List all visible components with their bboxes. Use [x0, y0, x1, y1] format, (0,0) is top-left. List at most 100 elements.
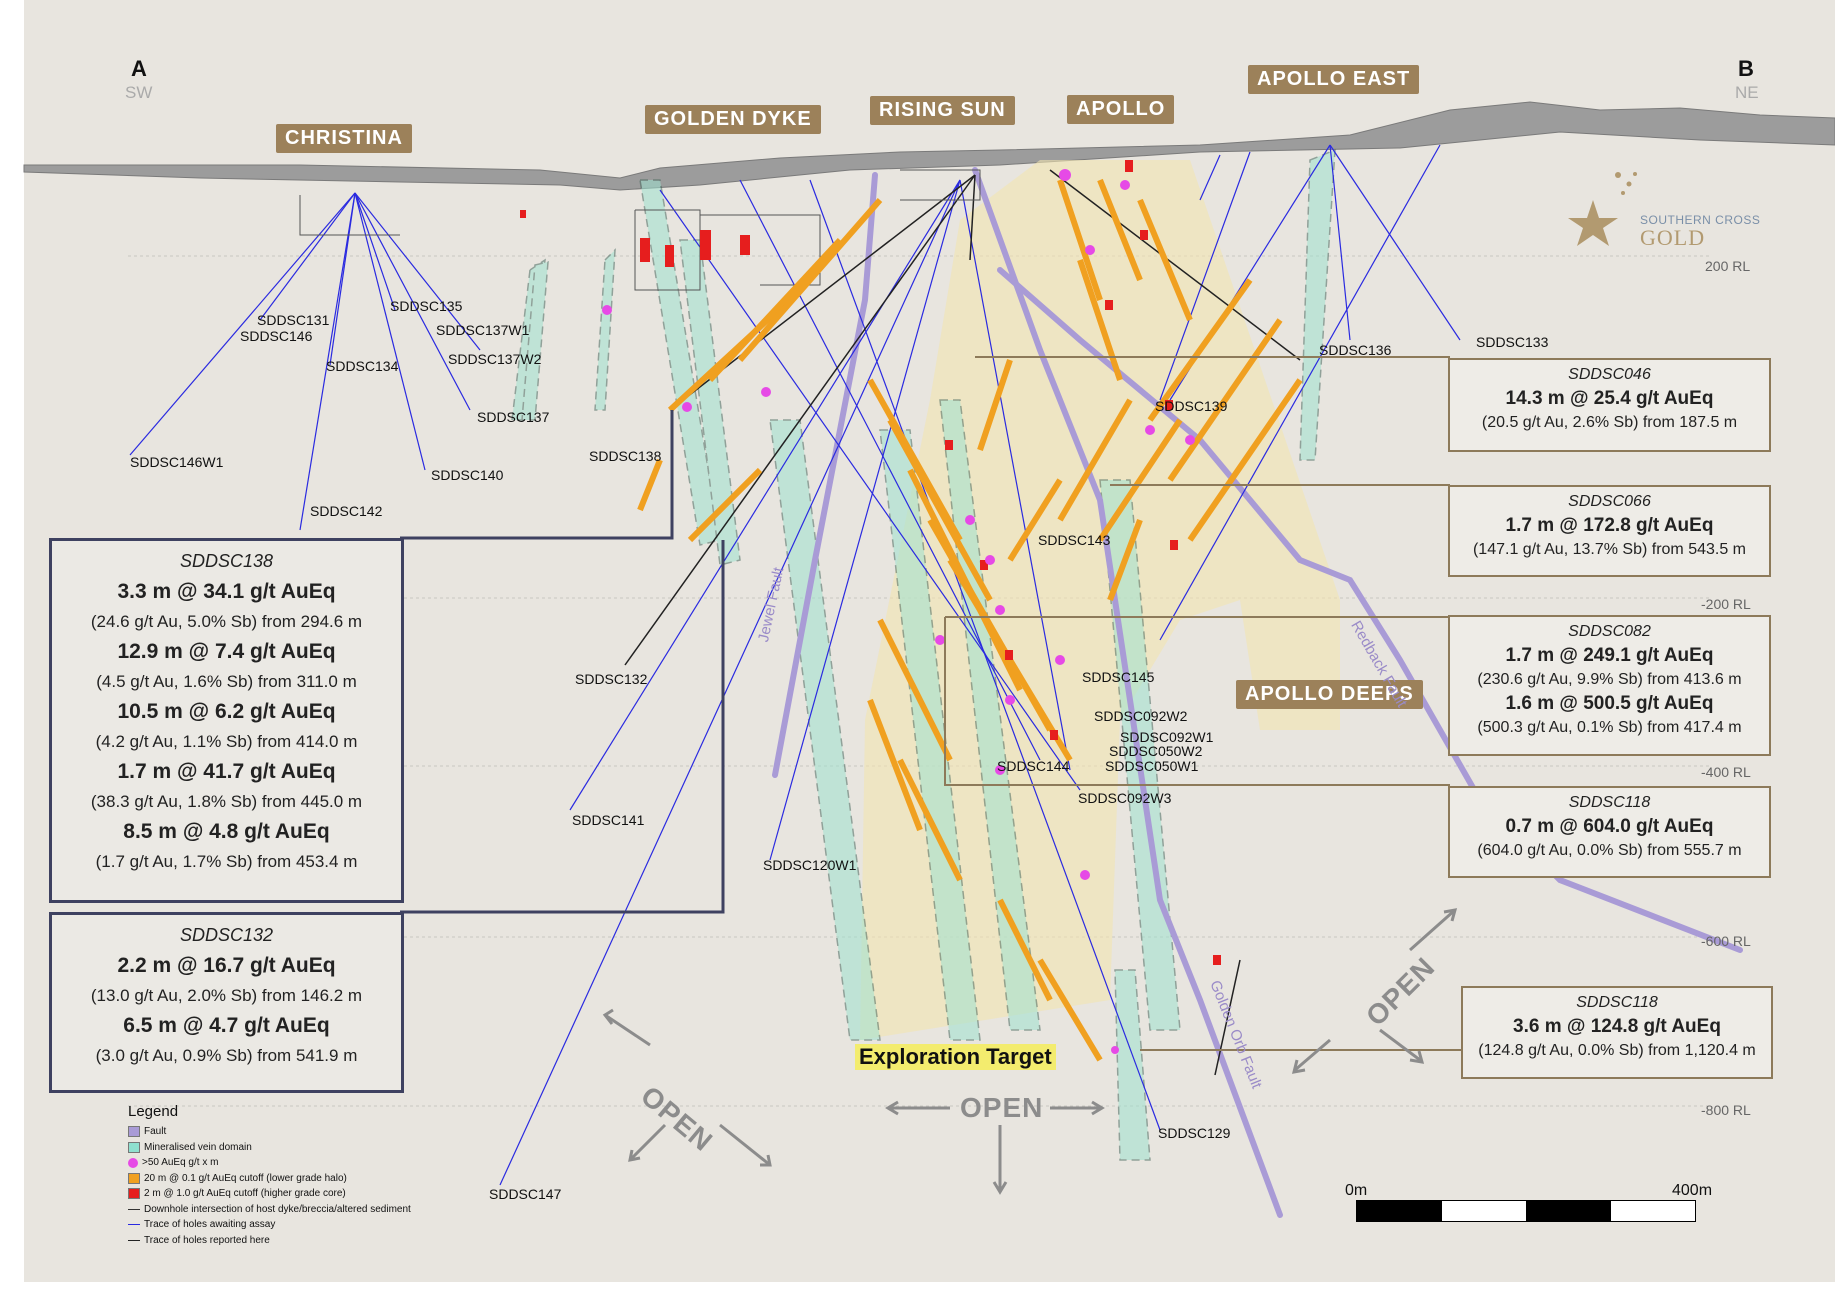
- hole-label: SDDSC136: [1319, 342, 1392, 358]
- rl-label-minus800: -800 RL: [1701, 1102, 1751, 1118]
- callout-leaders: [944, 356, 1463, 1051]
- callout-sddsc118-a: SDDSC118 0.7 m @ 604.0 g/t AuEq (604.0 g…: [1448, 786, 1771, 878]
- callout-sddsc138: SDDSC138 3.3 m @ 34.1 g/t AuEq (24.6 g/t…: [49, 538, 404, 903]
- legend-swatch: [128, 1172, 140, 1184]
- core-intersections: [520, 160, 1221, 965]
- hole-label: SDDSC139: [1155, 398, 1228, 414]
- legend-swatch: [128, 1141, 140, 1153]
- hole-label: SDDSC129: [1158, 1125, 1231, 1141]
- rl-label-minus200: -200 RL: [1701, 596, 1751, 612]
- surface-topography: [23, 101, 1835, 191]
- callout-detail: (124.8 g/t Au, 0.0% Sb) from 1,120.4 m: [1478, 1042, 1756, 1059]
- callout-hole-id: SDDSC138: [179, 551, 274, 571]
- hole-label: SDDSC137: [477, 409, 550, 425]
- callout-detail: (1.7 g/t Au, 1.7% Sb) from 453.4 m: [95, 852, 358, 871]
- callout-sddsc066: SDDSC066 1.7 m @ 172.8 g/t AuEq (147.1 g…: [1448, 485, 1771, 577]
- rl-label-200: 200 RL: [1705, 258, 1751, 274]
- halo-intersections: [637, 178, 1303, 1062]
- prospect-rising-sun: RISING SUN: [870, 96, 1015, 125]
- legend-item: >50 AuEq g/t x m: [128, 1155, 411, 1171]
- callout-hole-id: SDDSC118: [1576, 994, 1658, 1011]
- section-end-b: B: [1738, 56, 1754, 81]
- legend-label: 2 m @ 1.0 g/t AuEq cutoff (higher grade …: [144, 1188, 346, 1200]
- callout-hole-id: SDDSC132: [179, 925, 274, 945]
- prospect-apollo-deeps: APOLLO DEEPS: [1236, 680, 1423, 709]
- open-arrows: [602, 908, 1458, 1195]
- hole-label: SDDSC050W1: [1105, 758, 1199, 774]
- callout-detail: (4.2 g/t Au, 1.1% Sb) from 414.0 m: [95, 732, 358, 751]
- callout-detail: (147.1 g/t Au, 13.7% Sb) from 543.5 m: [1472, 541, 1747, 558]
- callout-result: 12.9 m @ 7.4 g/t AuEq: [117, 640, 336, 663]
- legend-label: 20 m @ 0.1 g/t AuEq cutoff (lower grade …: [144, 1172, 347, 1184]
- workings-outline: [299, 169, 981, 291]
- exploration-target-label: Exploration Target: [855, 1044, 1056, 1070]
- legend-label: Mineralised vein domain: [144, 1141, 252, 1153]
- hole-label: SDDSC137W1: [436, 322, 530, 338]
- scale-end-label: 400m: [1672, 1182, 1713, 1199]
- legend-item: Trace of holes reported here: [128, 1233, 411, 1249]
- hole-label: SDDSC141: [572, 812, 645, 828]
- hole-label: SDDSC092W1: [1120, 729, 1214, 745]
- callout-detail: (230.6 g/t Au, 9.9% Sb) from 413.6 m: [1477, 671, 1742, 688]
- callout-result: 8.5 m @ 4.8 g/t AuEq: [123, 820, 330, 843]
- callout-detail: (604.0 g/t Au, 0.0% Sb) from 555.7 m: [1477, 842, 1742, 859]
- hole-label: SDDSC137W2: [448, 351, 542, 367]
- hole-label: SDDSC145: [1082, 669, 1155, 685]
- callout-result: 14.3 m @ 25.4 g/t AuEq: [1505, 388, 1714, 409]
- legend-item: Fault: [128, 1124, 411, 1140]
- hole-label: SDDSC138: [589, 448, 662, 464]
- callout-detail: (4.5 g/t Au, 1.6% Sb) from 311.0 m: [96, 672, 357, 691]
- callout-hole-id: SDDSC066: [1568, 493, 1651, 510]
- open-label-bottom: OPEN: [960, 1092, 1044, 1123]
- hole-traces-assay: [129, 144, 1461, 1186]
- hole-label: SDDSC120W1: [763, 857, 857, 873]
- callout-detail: (38.3 g/t Au, 1.8% Sb) from 445.0 m: [90, 792, 363, 811]
- logo-text-line2: GOLD: [1640, 225, 1706, 250]
- legend: Legend Fault Mineralised vein domain >50 A…: [128, 1103, 411, 1248]
- callout-result: 3.3 m @ 34.1 g/t AuEq: [117, 580, 336, 603]
- callout-detail: (3.0 g/t Au, 0.9% Sb) from 541.9 m: [95, 1046, 358, 1065]
- legend-label: Trace of holes reported here: [144, 1234, 270, 1246]
- callout-hole-id: SDDSC082: [1568, 623, 1651, 640]
- callout-sddsc046: SDDSC046 14.3 m @ 25.4 g/t AuEq (20.5 g/…: [1448, 358, 1771, 452]
- hole-label: SDDSC050W2: [1109, 743, 1203, 759]
- callout-hole-id: SDDSC118: [1568, 794, 1651, 811]
- section-end-a: A: [131, 56, 147, 81]
- callout-detail: (500.3 g/t Au, 0.1% Sb) from 417.4 m: [1477, 719, 1742, 736]
- legend-swatch: [128, 1157, 138, 1168]
- callout-sddsc082: SDDSC082 1.7 m @ 249.1 g/t AuEq (230.6 g…: [1448, 615, 1771, 756]
- legend-swatch: [128, 1188, 140, 1200]
- callout-result: 6.5 m @ 4.7 g/t AuEq: [123, 1014, 330, 1037]
- legend-swatch: [128, 1126, 140, 1138]
- legend-label: Fault: [144, 1126, 167, 1138]
- callout-result: 1.7 m @ 249.1 g/t AuEq: [1505, 645, 1714, 666]
- hole-label: SDDSC143: [1038, 532, 1111, 548]
- callout-detail: (13.0 g/t Au, 2.0% Sb) from 146.2 m: [90, 986, 363, 1005]
- legend-title: Legend: [128, 1103, 179, 1120]
- callout-detail: (20.5 g/t Au, 2.6% Sb) from 187.5 m: [1481, 414, 1738, 431]
- hole-label: SDDSC135: [390, 298, 463, 314]
- legend-label: Trace of holes awaiting assay: [144, 1219, 276, 1231]
- hole-label: SDDSC144: [997, 758, 1070, 774]
- hole-label: SDDSC134: [326, 358, 399, 374]
- apollo-domain: [860, 160, 1340, 1040]
- hole-label: SDDSC133: [1476, 334, 1549, 350]
- hole-label: SDDSC092W2: [1094, 708, 1188, 724]
- callout-result: 10.5 m @ 6.2 g/t AuEq: [117, 700, 336, 723]
- hole-label: SDDSC092W3: [1078, 790, 1172, 806]
- callout-hole-id: SDDSC046: [1568, 366, 1651, 383]
- callout-result: 3.6 m @ 124.8 g/t AuEq: [1513, 1016, 1721, 1037]
- legend-item: 2 m @ 1.0 g/t AuEq cutoff (higher grade …: [128, 1186, 411, 1202]
- high-grade-dots: [602, 169, 1195, 1054]
- hole-label: SDDSC146W1: [130, 454, 224, 470]
- callout-detail: (24.6 g/t Au, 5.0% Sb) from 294.6 m: [90, 612, 363, 631]
- southern-cross-star-icon: [1568, 172, 1637, 246]
- legend-swatch: [128, 1208, 140, 1210]
- hole-label: SDDSC147: [489, 1186, 562, 1202]
- legend-item: Trace of holes awaiting assay: [128, 1217, 411, 1233]
- legend-swatch: [128, 1239, 140, 1241]
- callout-result: 2.2 m @ 16.7 g/t AuEq: [117, 954, 336, 977]
- rl-label-minus600: -600 RL: [1701, 933, 1751, 949]
- legend-item: 20 m @ 0.1 g/t AuEq cutoff (lower grade …: [128, 1171, 411, 1187]
- rl-label-minus400: -400 RL: [1701, 764, 1751, 780]
